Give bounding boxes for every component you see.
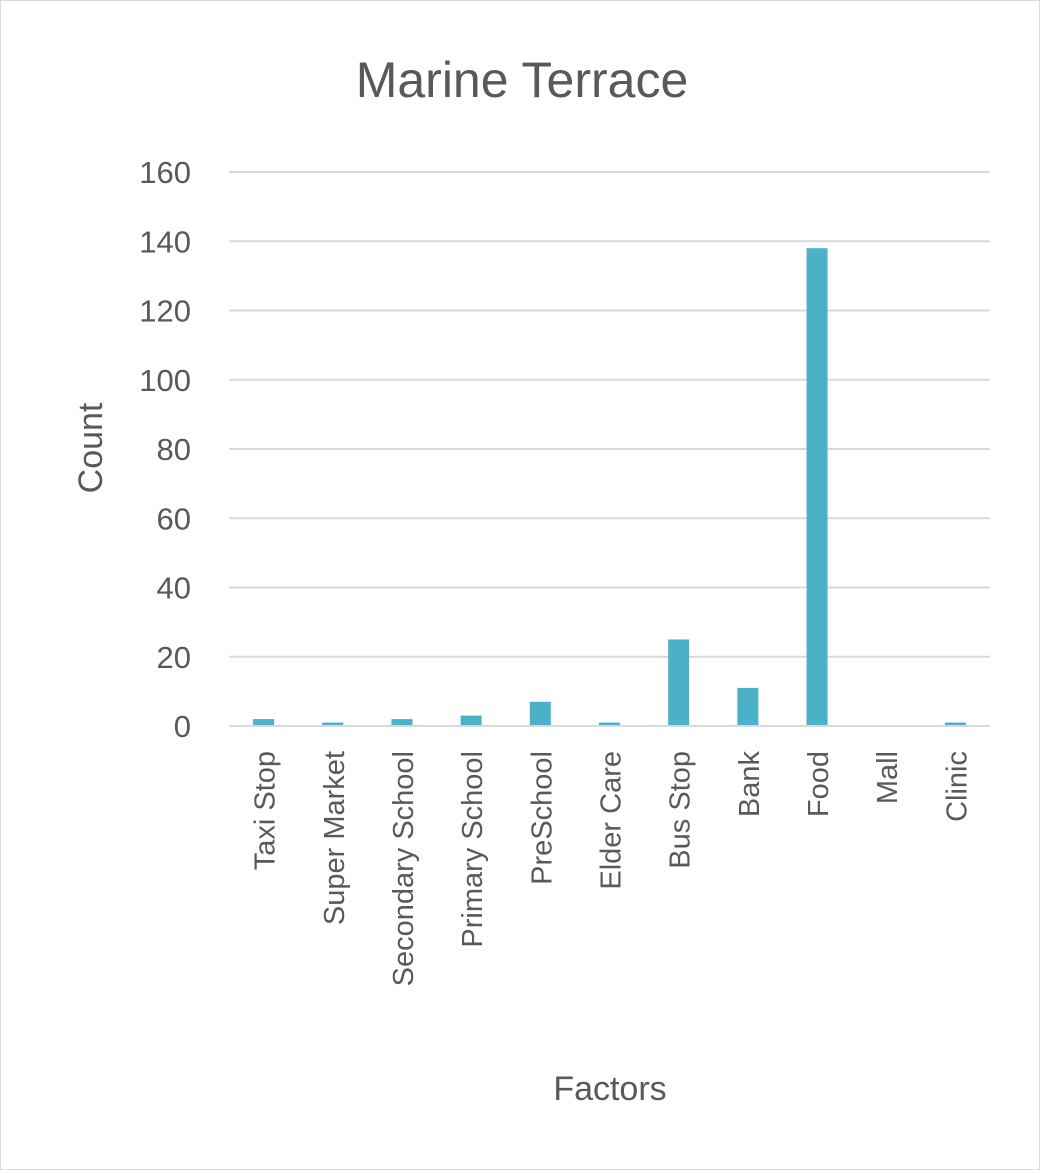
x-category-label: Elder Care <box>596 751 628 890</box>
y-tick-label: 120 <box>139 294 191 329</box>
y-axis-title: Count <box>72 402 110 493</box>
y-tick-label: 40 <box>157 571 191 606</box>
x-category-label: Bus Stop <box>665 751 697 869</box>
y-tick-label: 20 <box>157 640 191 675</box>
bar <box>529 701 551 726</box>
bars <box>253 248 966 727</box>
bar <box>391 719 413 726</box>
bar <box>737 687 759 726</box>
y-tick-label: 140 <box>139 224 191 259</box>
bar <box>253 719 275 726</box>
bar <box>460 715 482 726</box>
y-tick-label: 100 <box>139 363 191 398</box>
x-category-label: Super Market <box>319 751 351 925</box>
y-tick-label: 160 <box>139 155 191 190</box>
y-tick-label: 0 <box>174 709 191 744</box>
x-category-label: Taxi Stop <box>250 751 282 870</box>
x-category-label: Primary School <box>457 751 489 948</box>
y-tick-labels: 0 20 40 60 80 100 120 140 160 <box>139 155 191 744</box>
bar <box>668 639 690 726</box>
bar <box>944 722 966 726</box>
gridlines <box>229 171 990 658</box>
bar <box>599 722 620 726</box>
bar <box>806 248 828 727</box>
x-category-label: Bank <box>734 751 766 818</box>
x-category-label: Secondary School <box>388 751 420 986</box>
y-tick-label: 80 <box>157 432 191 467</box>
x-axis-title: Factors <box>553 1070 666 1108</box>
y-tick-label: 60 <box>157 501 191 536</box>
x-category-label: Food <box>803 751 835 817</box>
x-category-labels: Taxi Stop Super Market Secondary School Pri… <box>250 751 974 987</box>
x-category-label: Mall <box>872 751 904 804</box>
x-category-label: PreSchool <box>526 751 558 885</box>
bar <box>322 722 344 726</box>
x-category-label: Clinic <box>941 751 973 822</box>
chart-title: Marine Terrace <box>356 52 689 108</box>
